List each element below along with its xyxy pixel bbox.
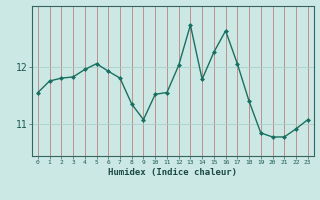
X-axis label: Humidex (Indice chaleur): Humidex (Indice chaleur) bbox=[108, 168, 237, 177]
